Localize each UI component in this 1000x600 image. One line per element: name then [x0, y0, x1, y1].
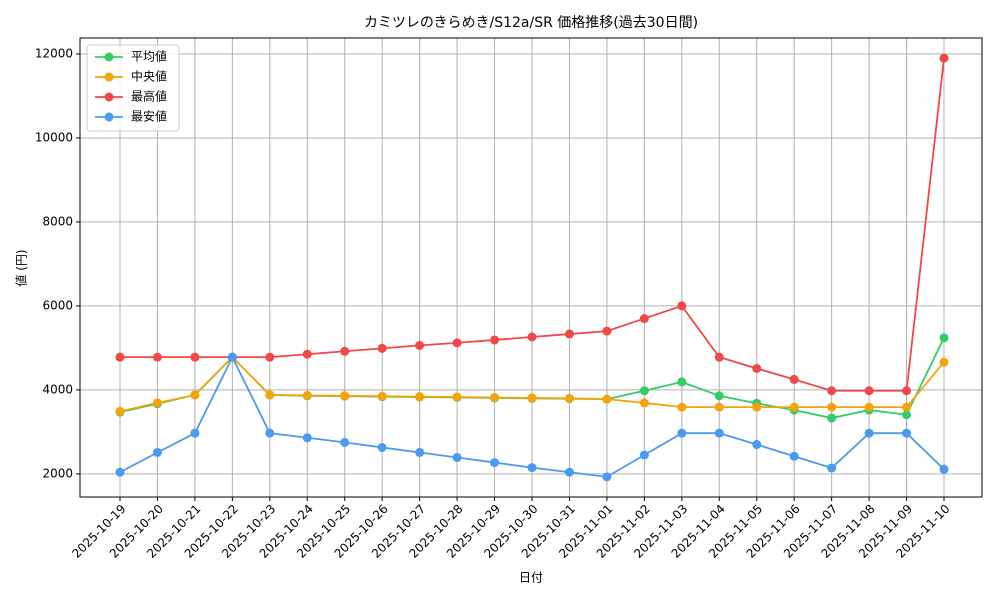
y-tick-label: 12000 — [35, 46, 73, 60]
legend-marker — [104, 52, 114, 62]
data-point — [939, 464, 949, 474]
data-point — [939, 333, 949, 343]
data-point — [340, 391, 350, 401]
legend-marker — [104, 112, 114, 122]
data-point — [752, 402, 762, 412]
data-point — [789, 451, 799, 461]
data-point — [902, 402, 912, 412]
data-point — [490, 392, 500, 402]
data-point — [639, 314, 649, 324]
data-point — [602, 472, 612, 482]
data-point — [265, 428, 275, 438]
data-point — [190, 428, 200, 438]
data-point — [152, 352, 162, 362]
data-point — [527, 463, 537, 473]
data-point — [452, 453, 462, 463]
legend-box — [86, 44, 180, 132]
data-point — [527, 393, 537, 403]
legend-marker — [104, 72, 114, 82]
data-point — [939, 357, 949, 367]
data-point — [864, 428, 874, 438]
x-axis-label: 日付 — [519, 571, 543, 585]
data-point — [190, 390, 200, 400]
legend-label: 最安値 — [131, 109, 167, 124]
data-point — [265, 390, 275, 400]
data-point — [415, 340, 425, 350]
data-point — [490, 335, 500, 345]
data-point — [714, 352, 724, 362]
data-point — [714, 391, 724, 401]
data-point — [564, 467, 574, 477]
data-point — [490, 458, 500, 468]
data-point — [302, 349, 312, 359]
data-point — [190, 352, 200, 362]
data-point — [714, 402, 724, 412]
data-point — [789, 374, 799, 384]
legend-label: 中央値 — [131, 69, 167, 84]
legend-marker — [104, 92, 114, 102]
legend-label: 平均値 — [131, 49, 167, 64]
data-point — [677, 402, 687, 412]
y-tick-label: 4000 — [42, 382, 73, 396]
data-point — [377, 391, 387, 401]
data-point — [864, 402, 874, 412]
data-point — [827, 386, 837, 396]
data-point — [639, 398, 649, 408]
data-point — [115, 467, 125, 477]
data-point — [939, 53, 949, 63]
data-point — [714, 428, 724, 438]
data-point — [902, 428, 912, 438]
data-point — [902, 386, 912, 396]
data-point — [265, 352, 275, 362]
data-point — [639, 450, 649, 460]
data-point — [340, 437, 350, 447]
data-point — [452, 338, 462, 348]
data-point — [752, 363, 762, 373]
data-point — [415, 447, 425, 457]
data-point — [152, 398, 162, 408]
data-point — [677, 377, 687, 387]
y-tick-label: 10000 — [35, 130, 73, 144]
legend-label: 最高値 — [131, 89, 167, 104]
data-point — [377, 343, 387, 353]
data-point — [902, 410, 912, 420]
y-tick-label: 8000 — [42, 214, 73, 228]
data-point — [415, 392, 425, 402]
data-point — [789, 402, 799, 412]
data-point — [827, 413, 837, 423]
data-point — [827, 463, 837, 473]
data-point — [639, 386, 649, 396]
data-point — [152, 447, 162, 457]
data-point — [302, 433, 312, 443]
y-tick-label: 2000 — [42, 466, 73, 480]
plot-frame — [79, 37, 983, 498]
data-point — [564, 329, 574, 339]
data-point — [564, 393, 574, 403]
data-point — [827, 402, 837, 412]
data-point — [227, 352, 237, 362]
data-point — [677, 301, 687, 311]
data-point — [752, 440, 762, 450]
data-point — [115, 352, 125, 362]
data-point — [302, 390, 312, 400]
data-point — [527, 332, 537, 342]
data-point — [452, 392, 462, 402]
data-point — [340, 346, 350, 356]
data-point — [677, 428, 687, 438]
y-tick-label: 6000 — [42, 298, 73, 312]
data-point — [864, 386, 874, 396]
data-point — [115, 406, 125, 416]
chart-title: カミツレのきらめき/S12a/SR 価格推移(過去30日間) — [364, 15, 698, 31]
data-point — [602, 326, 612, 336]
data-point — [377, 442, 387, 452]
data-point — [602, 394, 612, 404]
y-axis-label: 値 (円) — [14, 249, 29, 286]
